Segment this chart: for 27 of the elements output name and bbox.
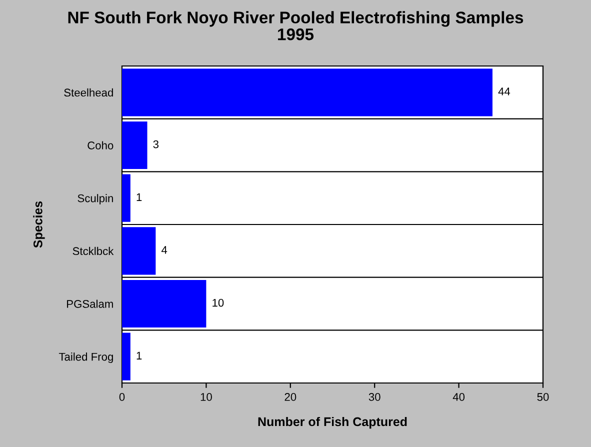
data-label: 10 — [212, 298, 224, 307]
y-tick-label: Stcklbck — [72, 246, 114, 256]
bar — [122, 227, 156, 275]
chart-title: NF South Fork Noyo River Pooled Electrofishing Samples 1995 — [68, 11, 524, 40]
y-tick-label: PGSalam — [67, 300, 113, 308]
x-tick-label: 10 — [200, 393, 212, 401]
x-axis-title: Number of Fish Captured — [258, 416, 407, 429]
x-tick-label: 50 — [537, 393, 549, 401]
data-label: 1 — [136, 352, 142, 360]
data-label: 1 — [136, 193, 142, 201]
x-tick-label: 20 — [284, 393, 296, 401]
x-tick-label: 0 — [119, 393, 125, 401]
y-tick-label: Sculpin — [78, 194, 113, 204]
data-label: 4 — [161, 246, 168, 254]
x-tick-label: 30 — [368, 393, 380, 401]
bar — [122, 280, 206, 328]
y-tick-label: Coho — [88, 141, 114, 150]
bar — [122, 68, 492, 116]
bar — [122, 332, 130, 380]
x-tick-label: 40 — [452, 393, 465, 401]
data-label: 3 — [153, 140, 159, 148]
data-label: 44 — [498, 88, 510, 96]
y-tick-label: Steelhead — [64, 88, 113, 97]
bar — [122, 174, 130, 222]
y-tick-label: Tailed Frog — [58, 352, 113, 363]
bar — [122, 121, 148, 170]
y-axis-title: Species — [33, 201, 45, 248]
